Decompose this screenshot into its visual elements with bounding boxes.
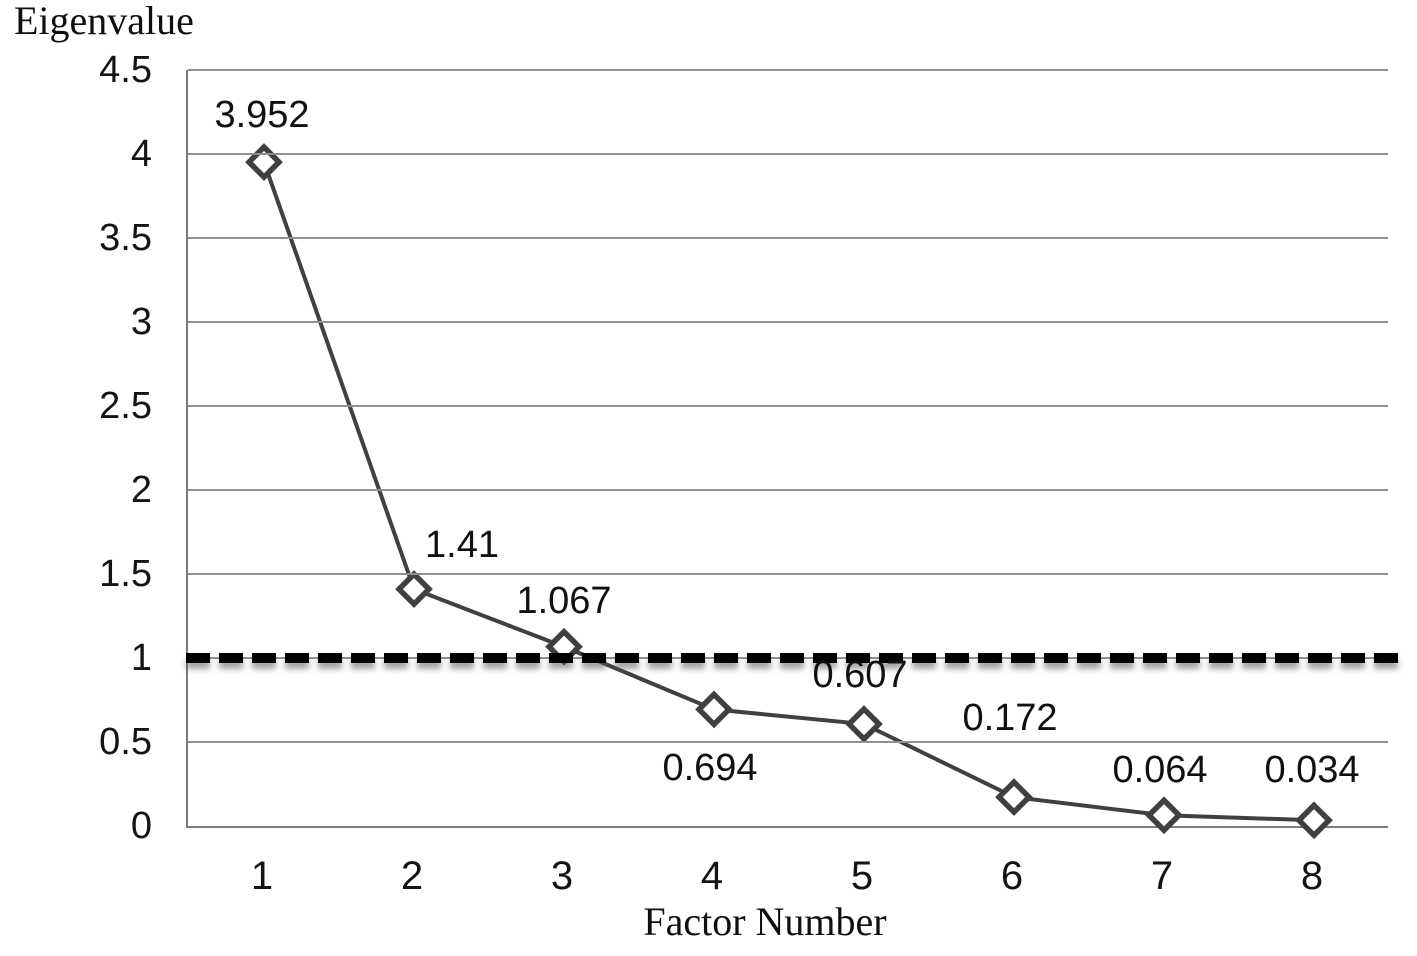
data-label: 0.172: [962, 697, 1058, 740]
line-series: [245, 143, 1333, 840]
data-label: 1.41: [425, 524, 499, 567]
x-tick-label: 3: [550, 854, 574, 898]
diamond-marker: [845, 705, 883, 743]
series-line: [262, 161, 1315, 823]
gridline: [188, 321, 1388, 323]
gridline: [188, 489, 1388, 491]
gridline: [188, 405, 1388, 407]
y-tick-label: 2: [130, 469, 152, 511]
plot-area: [186, 69, 1388, 840]
diamond-marker: [695, 690, 733, 729]
x-tick-label: 6: [1000, 854, 1024, 898]
y-tick-label: 1.5: [99, 553, 152, 595]
diamond-marker: [1295, 801, 1333, 840]
diamond-marker: [395, 570, 433, 609]
gridline: [188, 153, 1388, 155]
eigenvalue-cutoff-dashed-line: [186, 653, 1400, 663]
diamond-marker: [245, 143, 283, 181]
y-tick-label: 0: [130, 805, 152, 847]
y-tick-label: 3.5: [99, 217, 152, 259]
y-tick-label: 2.5: [99, 385, 152, 427]
data-label: 1.067: [516, 579, 612, 622]
gridline: [188, 237, 1388, 239]
diamond-marker: [995, 778, 1033, 816]
data-label: 3.952: [214, 94, 310, 137]
gridline: [188, 741, 1388, 743]
x-tick-label: 4: [700, 854, 724, 898]
gridline: [188, 69, 1388, 71]
x-tick-label: 1: [250, 854, 274, 898]
x-tick-label: 8: [1300, 854, 1324, 898]
y-axis-title: Eigenvalue: [14, 0, 194, 43]
x-tick-label: 2: [400, 854, 424, 898]
data-label: 0.694: [662, 747, 758, 790]
gridline: [188, 573, 1388, 575]
y-tick-label: 4.5: [99, 49, 152, 91]
data-label: 0.034: [1264, 749, 1360, 792]
x-tick-label: 7: [1150, 854, 1174, 898]
y-tick-label: 4: [130, 133, 152, 175]
y-tick-label: 1: [130, 637, 152, 679]
data-label: 0.607: [812, 654, 908, 697]
x-tick-label: 5: [850, 854, 874, 898]
data-label: 0.064: [1112, 749, 1208, 792]
y-tick-label: 3: [130, 301, 152, 343]
diamond-marker: [1145, 796, 1183, 835]
y-tick-label: 0.5: [99, 721, 152, 763]
x-axis-title: Factor Number: [643, 899, 887, 944]
